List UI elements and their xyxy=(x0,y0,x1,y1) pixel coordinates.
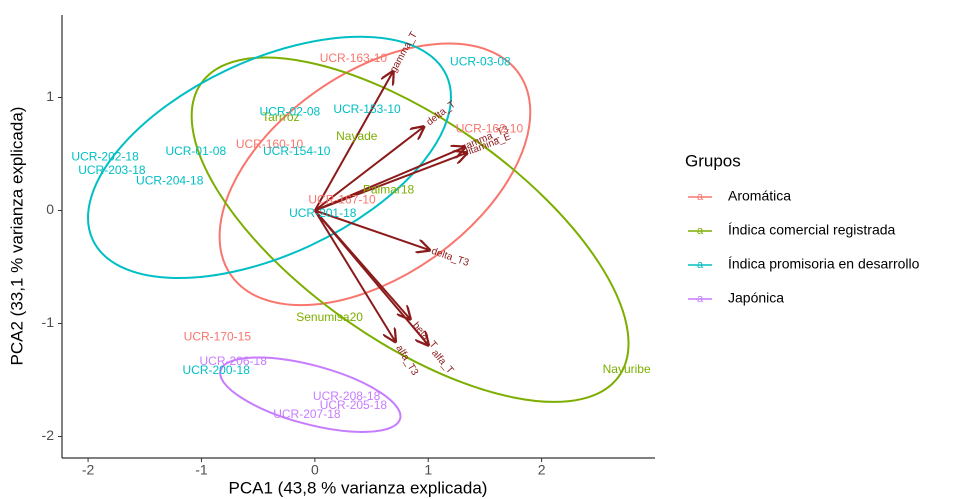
point-label: UCR-163-10 xyxy=(320,51,388,65)
legend-title: Grupos xyxy=(685,151,741,170)
point-label: Tarrroz xyxy=(262,110,299,124)
point-label: UCR-160-10 xyxy=(236,137,304,151)
point-label: UCR-204-18 xyxy=(136,173,204,187)
point-label: UCR-162-10 xyxy=(456,121,524,135)
point-label: Nayade xyxy=(336,129,378,143)
point-label: UCR-206-18 xyxy=(200,354,268,368)
point-label: UCR-170-15 xyxy=(184,329,252,343)
point-label: UCR-207-18 xyxy=(273,407,341,421)
legend-key-glyph: a xyxy=(697,225,704,237)
loading-label: alfa_T xyxy=(429,348,455,376)
loading-label: delta_T3 xyxy=(430,246,471,269)
y-tick-label: -2 xyxy=(42,427,55,443)
loading-arrow xyxy=(314,209,410,319)
legend-key-glyph: a xyxy=(697,259,704,271)
point-label: UCR-200-18 xyxy=(183,363,251,377)
point-label: UCR-201-18 xyxy=(289,206,357,220)
point-label: UCR-203-18 xyxy=(78,163,146,177)
y-axis-title: PCA2 (33,1 % varianza explicada) xyxy=(7,107,26,366)
x-tick-label: 0 xyxy=(311,462,319,478)
group-ellipse xyxy=(87,35,452,280)
point-label: UCR-154-10 xyxy=(263,144,331,158)
loading-arrow xyxy=(314,153,467,212)
point-label: Nayuribe xyxy=(603,362,651,376)
legend-label: Índica promisoria en desarrollo xyxy=(728,256,920,272)
legend-key-glyph: a xyxy=(697,293,704,305)
loading-label: alfa_T3 xyxy=(393,343,420,378)
legend-label: Japónica xyxy=(728,290,784,306)
legend-label: Aromática xyxy=(728,188,791,204)
point-label: UCR-02-08 xyxy=(260,104,321,118)
point-label: UCR-03-08 xyxy=(450,55,511,69)
legend-label: Índica comercial registrada xyxy=(728,222,896,238)
x-tick-label: -1 xyxy=(195,462,208,478)
point-label: UCR-208-18 xyxy=(313,389,381,403)
group-ellipse xyxy=(218,42,532,307)
x-tick-label: 2 xyxy=(538,462,546,478)
loading-label: beta_T xyxy=(410,320,439,351)
group-ellipse xyxy=(219,356,402,433)
y-tick-label: 0 xyxy=(46,201,54,217)
legend-key-glyph: a xyxy=(697,191,704,203)
point-label: Senumisa20 xyxy=(296,310,363,324)
loading-arrow xyxy=(314,147,465,212)
y-tick-label: 1 xyxy=(46,88,54,104)
x-tick-label: -2 xyxy=(82,462,95,478)
loading-arrow xyxy=(314,127,424,212)
y-tick-label: -1 xyxy=(42,314,55,330)
loading-arrow xyxy=(313,209,396,342)
loading-label: delta_T xyxy=(425,99,458,128)
point-label: Palmar18 xyxy=(363,182,415,196)
point-label: UCR-167-10 xyxy=(308,193,376,207)
point-label: UCR-153-10 xyxy=(333,102,401,116)
x-axis-title: PCA1 (43,8 % varianza explicada) xyxy=(229,478,488,497)
loading-arrow xyxy=(314,209,430,251)
x-tick-label: 1 xyxy=(424,462,432,478)
point-label: UCR-01-08 xyxy=(165,144,226,158)
loading-arrow xyxy=(313,72,393,211)
point-label: UCR-202-18 xyxy=(71,150,139,164)
point-label: UCR-205-18 xyxy=(320,398,388,412)
